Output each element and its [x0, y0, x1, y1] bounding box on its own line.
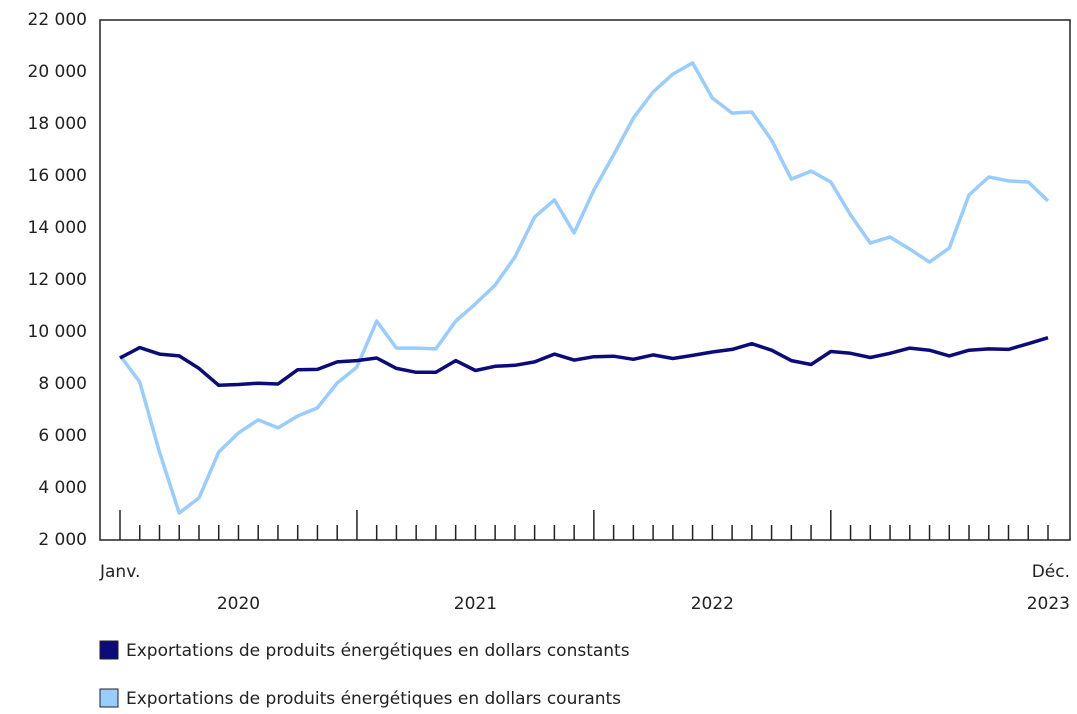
x-tick-label: Déc.: [1032, 562, 1070, 582]
legend-label: Exportations de produits énergétiques en…: [126, 641, 630, 661]
x-tick-label: Janv.: [99, 562, 140, 582]
year-label: 2022: [691, 594, 734, 614]
y-tick-label: 16 000: [28, 166, 87, 186]
legend-label: Exportations de produits énergétiques en…: [126, 689, 621, 709]
y-tick-label: 4 000: [38, 478, 87, 498]
y-tick-label: 8 000: [38, 374, 87, 394]
y-tick-label: 2 000: [38, 530, 87, 550]
series-line: [119, 336, 1049, 388]
legend-swatch: [99, 688, 119, 708]
y-tick-label: 12 000: [28, 270, 87, 290]
series-line: [118, 61, 1050, 515]
year-label: 2021: [454, 594, 497, 614]
y-tick-label: 20 000: [28, 62, 87, 82]
y-tick-label: 22 000: [28, 10, 87, 30]
year-label: 2020: [217, 594, 260, 614]
y-tick-label: 6 000: [38, 426, 87, 446]
legend-swatch: [99, 640, 119, 660]
y-tick-label: 10 000: [28, 322, 87, 342]
y-tick-label: 14 000: [28, 218, 87, 238]
year-label: 2023: [1027, 594, 1070, 614]
plot-frame: [99, 19, 1071, 541]
y-tick-label: 18 000: [28, 114, 87, 134]
